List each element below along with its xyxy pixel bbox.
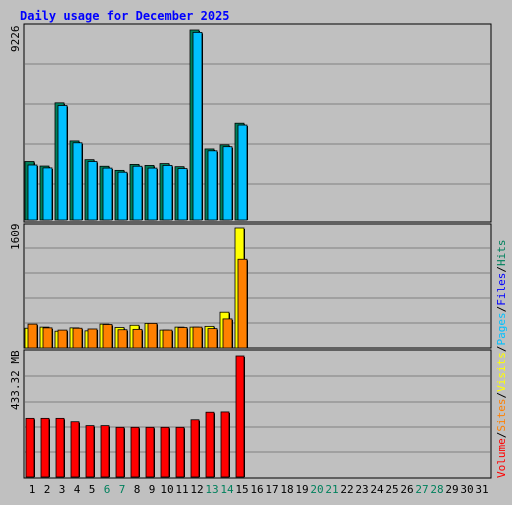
bar-visits-day-9 bbox=[147, 322, 158, 349]
bar-files-day-13 bbox=[207, 150, 218, 221]
panel-frames bbox=[23, 23, 492, 479]
legend-text: Volume/Sites/Visits/Pages/Files/Hits bbox=[495, 240, 508, 479]
bar-visits-day-1 bbox=[27, 323, 38, 349]
bar-visits-day-2 bbox=[42, 327, 53, 349]
bar-files-day-2 bbox=[42, 167, 53, 221]
chart-title: Daily usage for December 2025 bbox=[20, 9, 230, 23]
day-label-4: 4 bbox=[74, 483, 81, 496]
bar-files-day-15 bbox=[237, 124, 248, 221]
legend-item-visits: Visits bbox=[495, 352, 508, 392]
bar-visits-day-8 bbox=[132, 328, 143, 349]
day-label-17: 17 bbox=[265, 483, 278, 496]
bar-volume-day-15 bbox=[235, 355, 245, 478]
day-label-11: 11 bbox=[175, 483, 188, 496]
legend-item-sites: Sites bbox=[495, 399, 508, 432]
day-label-20: 20 bbox=[310, 483, 323, 496]
bars bbox=[24, 29, 248, 478]
day-label-24: 24 bbox=[370, 483, 384, 496]
day-label-28: 28 bbox=[430, 483, 443, 496]
bar-visits-day-10 bbox=[162, 329, 173, 349]
day-label-21: 21 bbox=[325, 483, 338, 496]
day-label-22: 22 bbox=[340, 483, 353, 496]
day-label-14: 14 bbox=[220, 483, 234, 496]
legend-separator: / bbox=[495, 306, 508, 313]
bar-volume-day-6 bbox=[100, 425, 110, 478]
bar-visits-day-15 bbox=[237, 258, 248, 349]
day-label-25: 25 bbox=[385, 483, 398, 496]
bar-volume-day-9 bbox=[145, 426, 155, 478]
bar-files-day-10 bbox=[162, 165, 173, 221]
bar-visits-day-13 bbox=[207, 328, 218, 349]
legend-item-files: Files bbox=[495, 273, 508, 306]
day-label-9: 9 bbox=[149, 483, 156, 496]
day-label-8: 8 bbox=[134, 483, 141, 496]
day-label-2: 2 bbox=[44, 483, 51, 496]
day-label-27: 27 bbox=[415, 483, 428, 496]
legend-item-pages: Pages bbox=[495, 312, 508, 345]
max-label-hits_files: 9226 bbox=[9, 26, 22, 53]
day-labels: 1 2 3 4 5 6 7 8 9 10 11 12 13 14 15 16 17 18 19 20 21 22 23 24 2… bbox=[29, 483, 489, 496]
bar-visits-day-12 bbox=[192, 326, 203, 349]
legend-separator: / bbox=[495, 432, 508, 439]
bar-volume-day-14 bbox=[220, 411, 230, 478]
bar-visits-day-3 bbox=[57, 329, 68, 349]
day-label-1: 1 bbox=[29, 483, 36, 496]
bar-volume-day-3 bbox=[55, 417, 65, 478]
day-label-6: 6 bbox=[104, 483, 111, 496]
bar-files-day-8 bbox=[132, 165, 143, 221]
day-label-31: 31 bbox=[475, 483, 488, 496]
day-label-15: 15 bbox=[235, 483, 248, 496]
day-label-12: 12 bbox=[190, 483, 203, 496]
right-legend: Volume/Sites/Visits/Pages/Files/Hits bbox=[495, 240, 508, 479]
day-label-23: 23 bbox=[355, 483, 368, 496]
bar-files-day-6 bbox=[102, 167, 113, 221]
day-label-5: 5 bbox=[89, 483, 96, 496]
bar-visits-day-5 bbox=[87, 328, 98, 349]
bar-files-day-7 bbox=[117, 171, 128, 221]
legend-separator: / bbox=[495, 392, 508, 399]
max-labels: 9226 1609 433.32 MB bbox=[9, 26, 22, 411]
bar-files-day-1 bbox=[27, 164, 38, 221]
bar-files-day-9 bbox=[147, 167, 158, 221]
legend-separator: / bbox=[495, 346, 508, 353]
bar-volume-day-11 bbox=[175, 426, 185, 478]
day-label-13: 13 bbox=[205, 483, 218, 496]
legend-item-hits: Hits bbox=[495, 240, 508, 267]
bar-visits-day-7 bbox=[117, 329, 128, 349]
day-label-3: 3 bbox=[59, 483, 66, 496]
bar-files-day-11 bbox=[177, 168, 188, 221]
day-label-16: 16 bbox=[250, 483, 263, 496]
bar-volume-day-8 bbox=[130, 426, 140, 478]
day-label-10: 10 bbox=[160, 483, 173, 496]
bar-volume-day-1 bbox=[25, 417, 35, 478]
legend-item-volume: Volume bbox=[495, 438, 508, 478]
bar-volume-day-12 bbox=[190, 419, 200, 478]
bar-volume-day-5 bbox=[85, 425, 95, 478]
bar-files-day-5 bbox=[87, 161, 98, 221]
bar-files-day-3 bbox=[57, 105, 68, 221]
bar-volume-day-4 bbox=[70, 421, 80, 478]
bar-volume-day-2 bbox=[40, 417, 50, 478]
day-label-7: 7 bbox=[119, 483, 126, 496]
bar-visits-day-6 bbox=[102, 324, 113, 349]
day-label-29: 29 bbox=[445, 483, 458, 496]
bar-visits-day-4 bbox=[72, 327, 83, 349]
bar-volume-day-10 bbox=[160, 426, 170, 478]
day-label-26: 26 bbox=[400, 483, 413, 496]
day-label-18: 18 bbox=[280, 483, 293, 496]
bar-volume-day-13 bbox=[205, 411, 215, 478]
day-label-30: 30 bbox=[460, 483, 473, 496]
bar-files-day-4 bbox=[72, 142, 83, 221]
bar-files-day-14 bbox=[222, 146, 233, 221]
day-label-19: 19 bbox=[295, 483, 308, 496]
bar-files-day-12 bbox=[192, 31, 203, 221]
bar-volume-day-7 bbox=[115, 426, 125, 478]
max-label-volume: 433.32 MB bbox=[9, 350, 22, 410]
bar-visits-day-14 bbox=[222, 318, 233, 349]
legend-separator: / bbox=[495, 266, 508, 273]
max-label-pages_visits: 1609 bbox=[9, 224, 22, 251]
bar-visits-day-11 bbox=[177, 327, 188, 349]
